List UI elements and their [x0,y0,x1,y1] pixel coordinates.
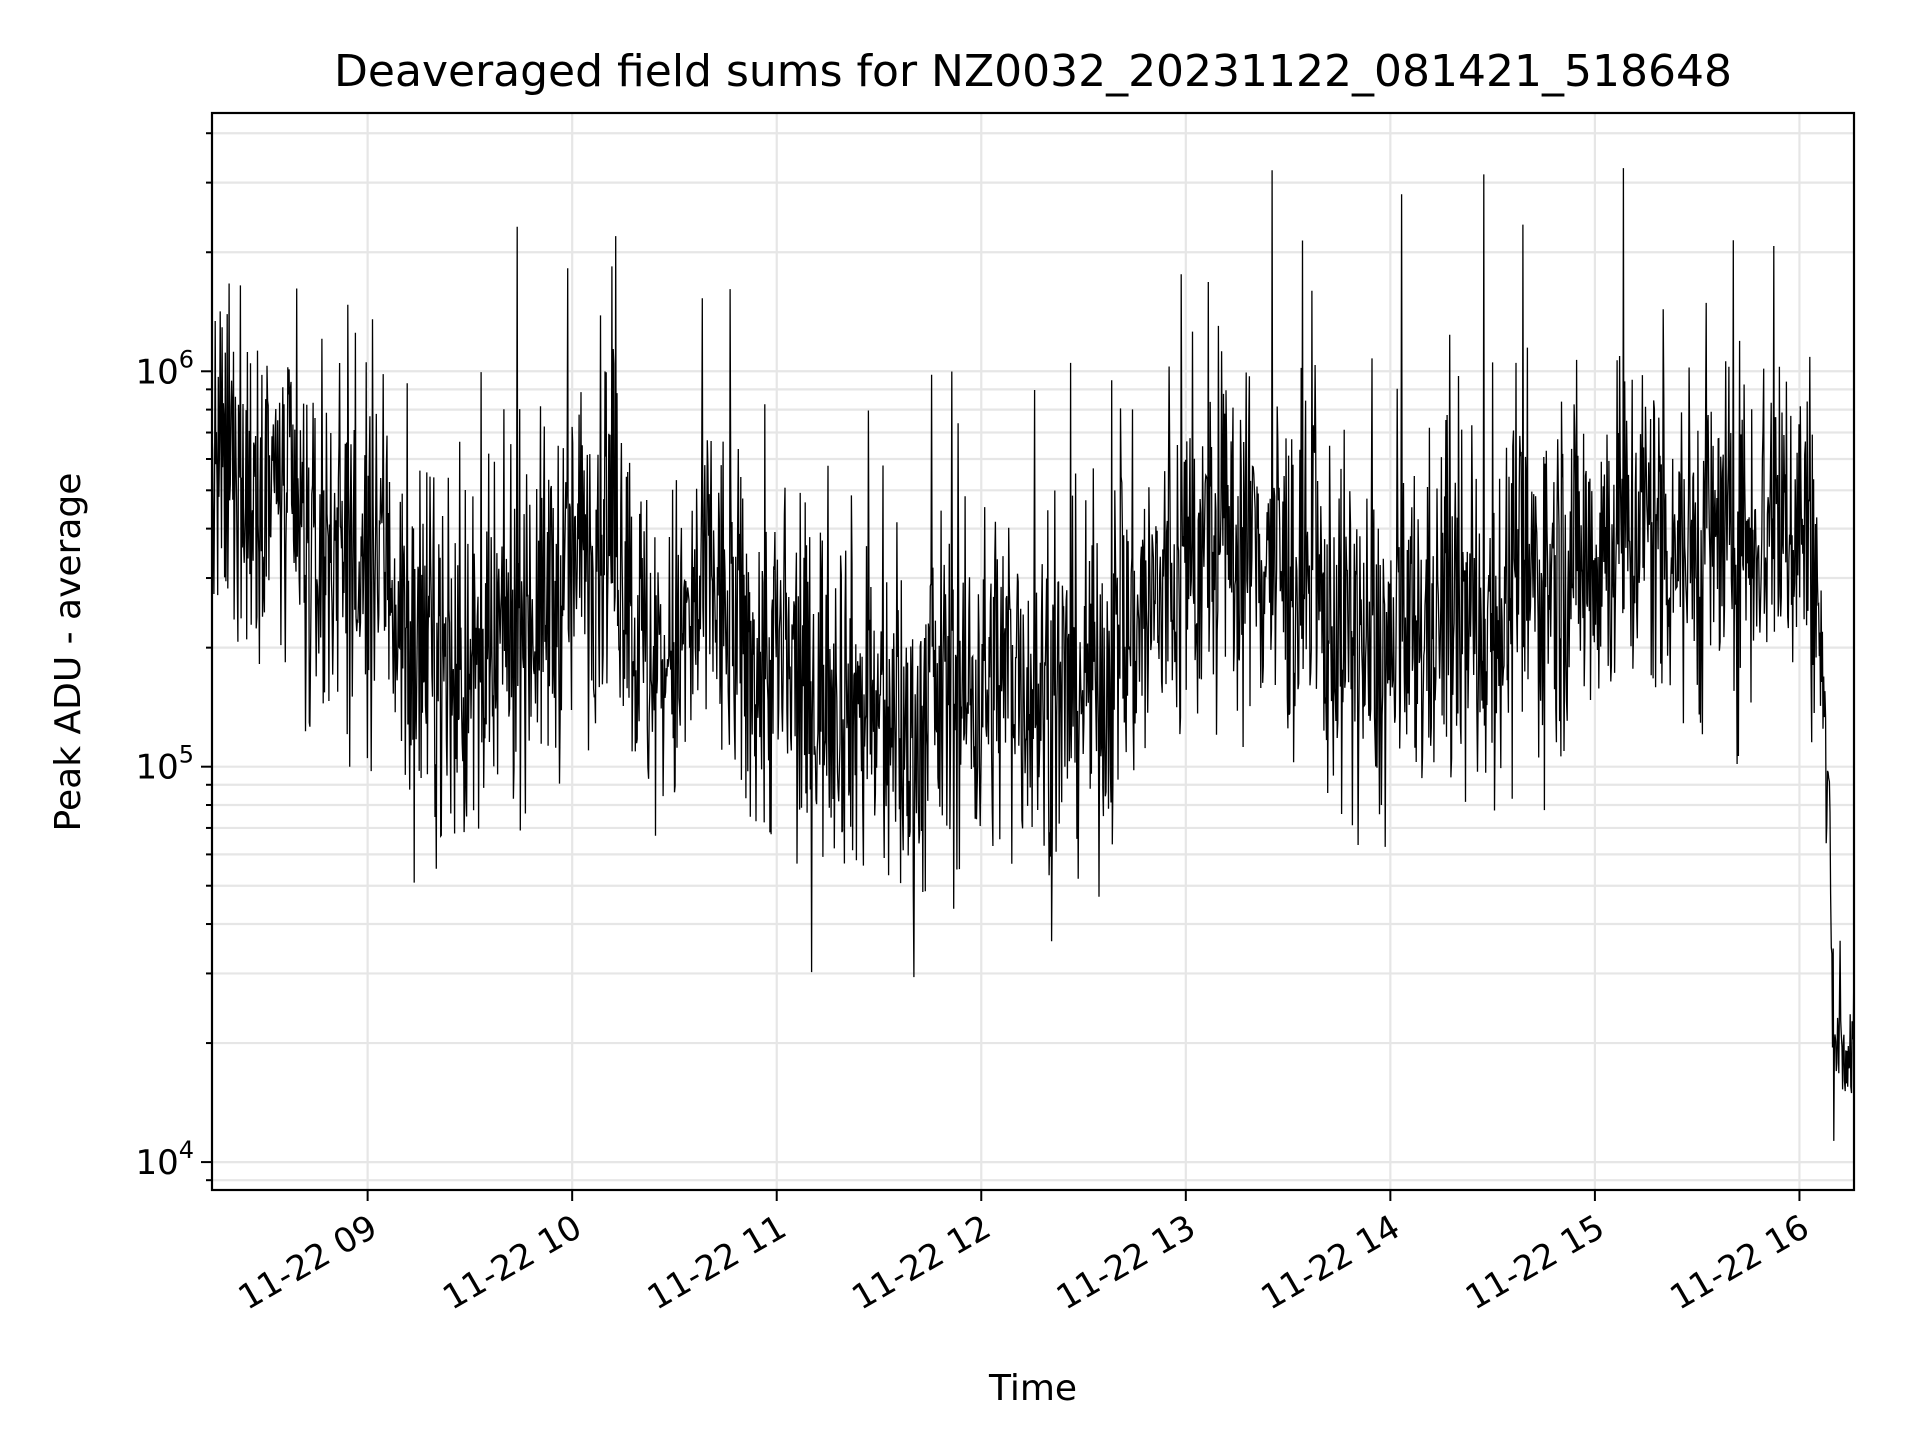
x-tick-label: 11-22 11 [641,1207,793,1318]
y-axis: 104 105 106 [135,132,212,1183]
y-tick-label: 106 [135,345,194,392]
data-line [211,168,1855,1141]
x-tick-label: 11-22 13 [1050,1207,1202,1318]
y-tick-label: 105 [135,741,194,788]
x-axis: 11-22 09 11-22 10 11-22 11 11-22 12 11-22 13… [232,1190,1816,1318]
y-axis-label: Peak ADU - average [48,473,89,832]
x-tick-label: 11-22 09 [232,1207,384,1318]
x-axis-label: Time [988,1368,1077,1409]
x-tick-label: 11-22 14 [1254,1207,1406,1318]
chart-title: Deaveraged field sums for NZ0032_2023112… [334,46,1732,97]
x-tick-label: 11-22 12 [845,1207,997,1318]
y-tick-label: 104 [135,1136,194,1183]
x-tick-label: 11-22 16 [1664,1207,1816,1318]
x-tick-label: 11-22 10 [436,1207,588,1318]
x-tick-label: 11-22 15 [1459,1207,1611,1318]
plot-frame [210,111,1856,1192]
